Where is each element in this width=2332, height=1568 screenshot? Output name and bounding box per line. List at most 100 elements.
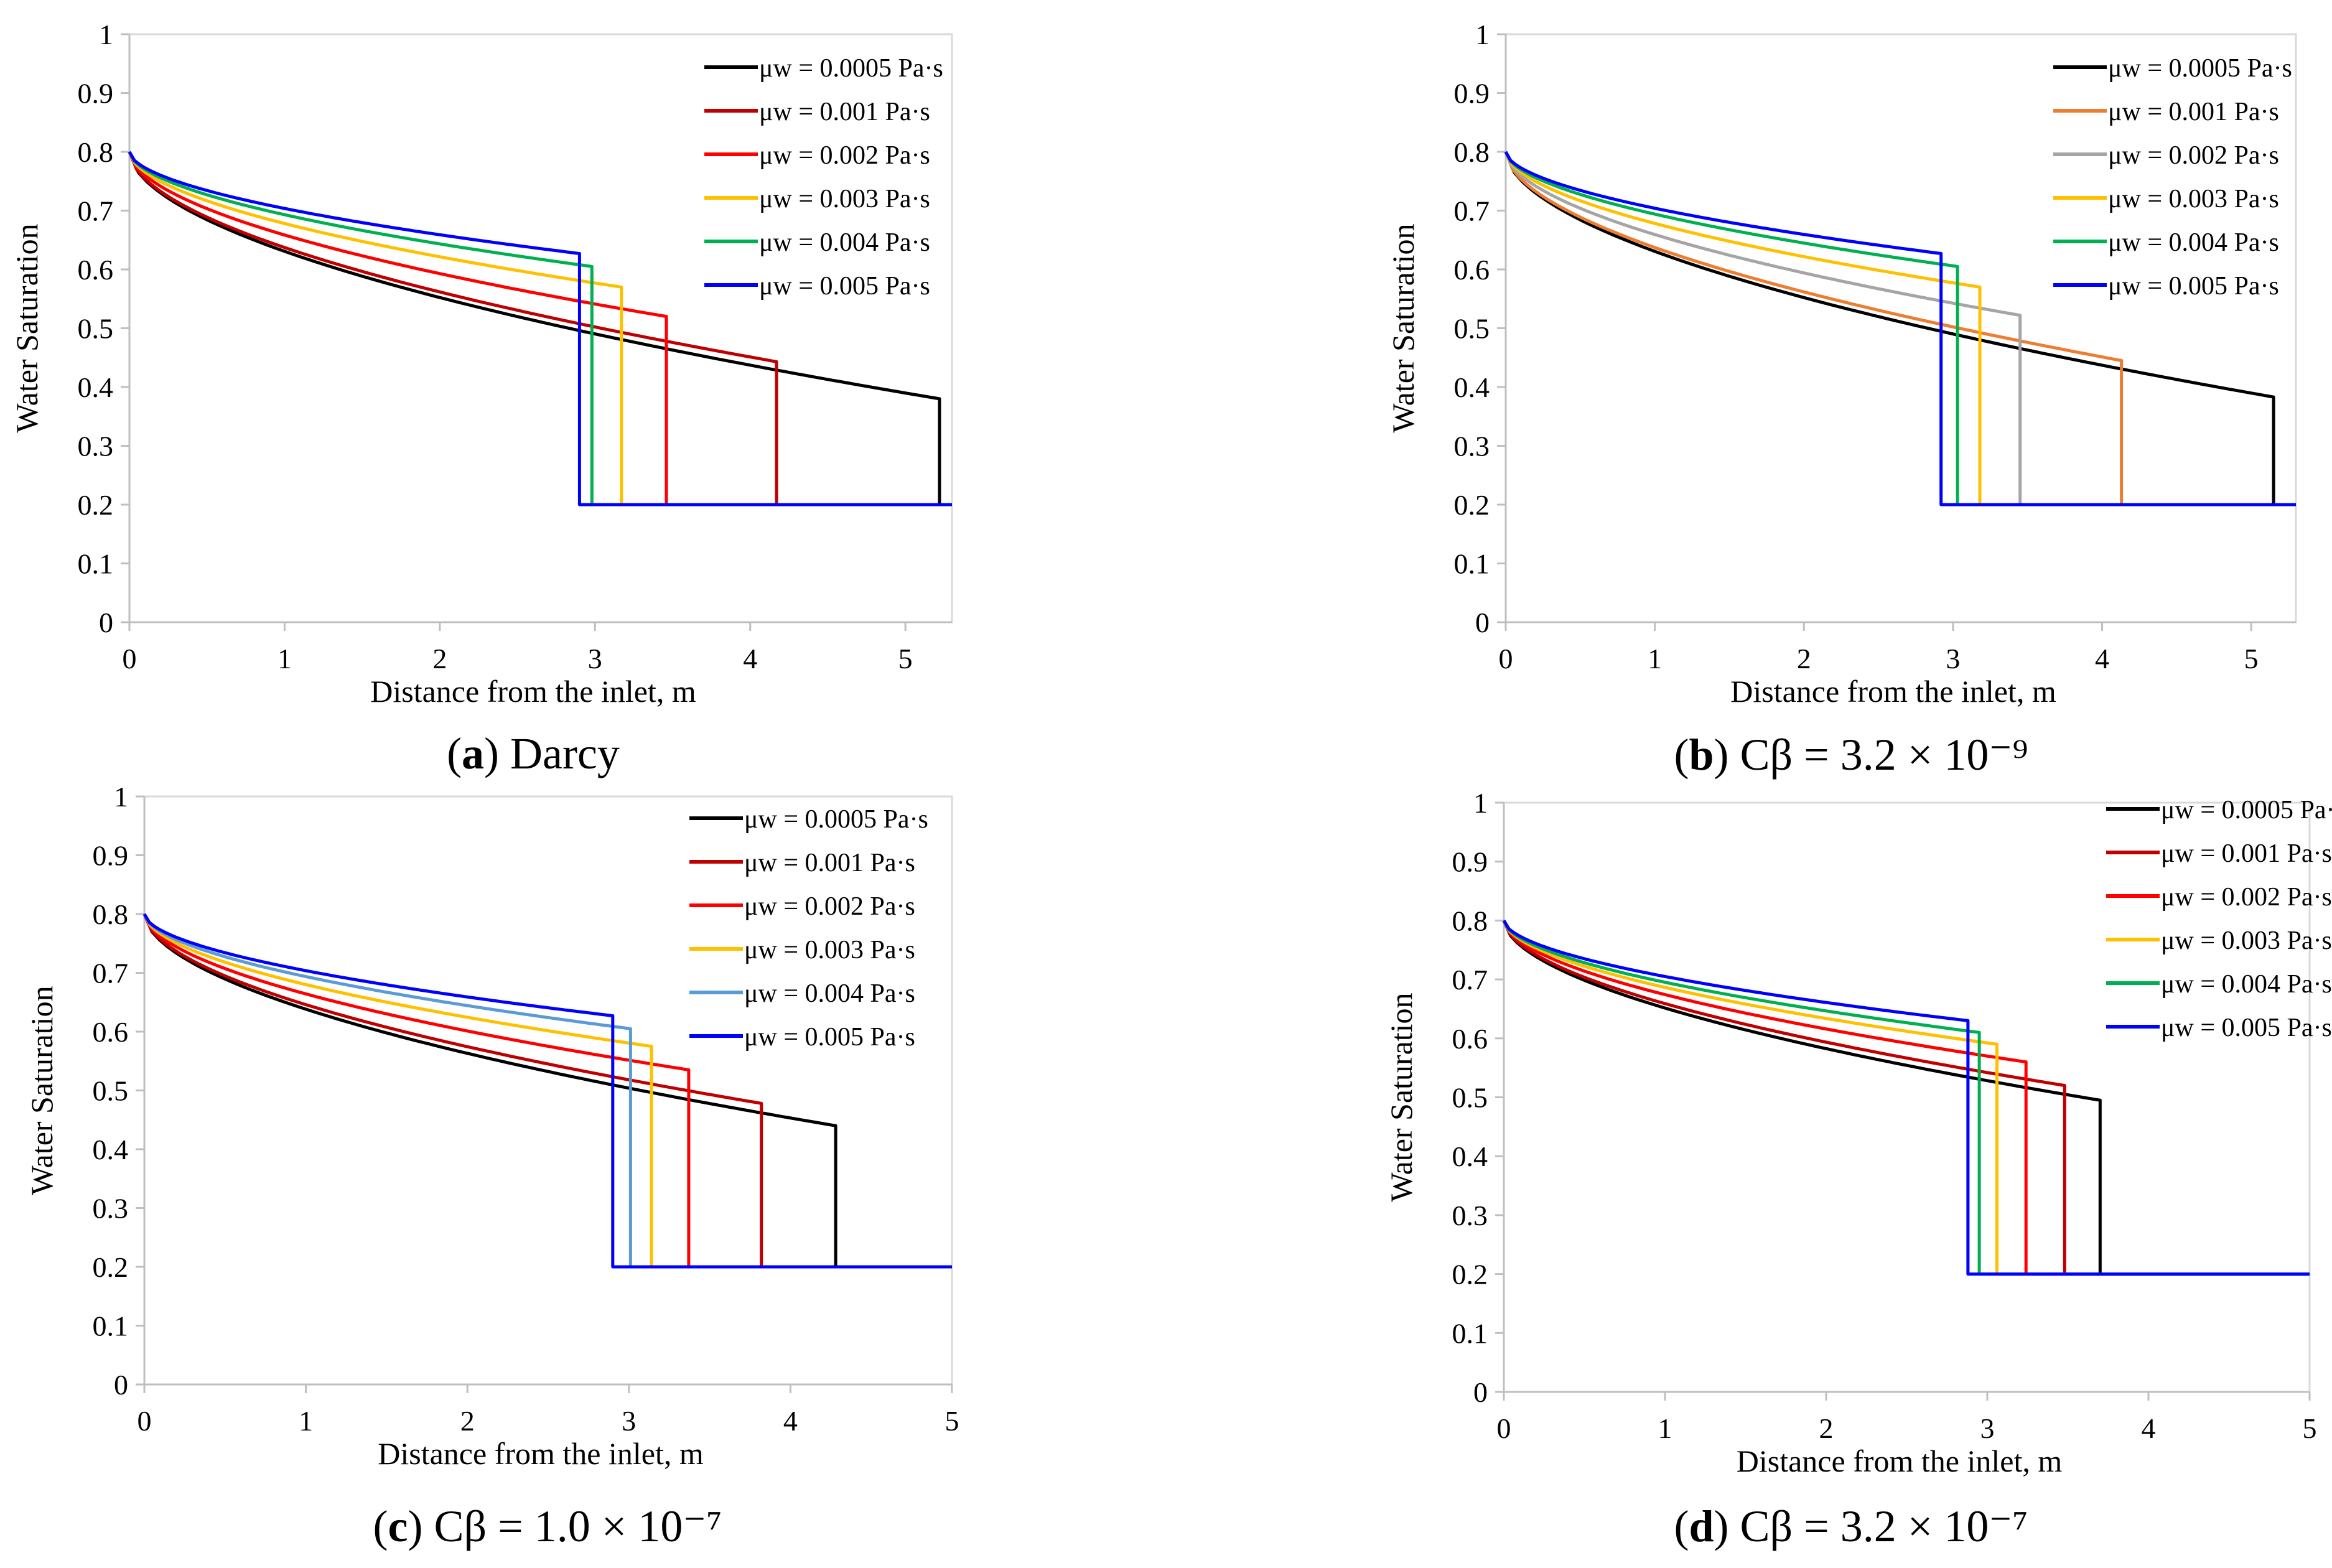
y-tick-label: 0.2 — [78, 489, 114, 521]
y-tick-label: 0.2 — [1454, 489, 1490, 521]
y-tick-label: 0 — [1473, 1376, 1488, 1408]
x-axis-title: Distance from the inlet, m — [370, 674, 696, 709]
x-axis-title: Distance from the inlet, m — [1730, 674, 2056, 709]
caption-b: (b) Cβ = 3.2 × 10⁻⁹ — [1674, 730, 2028, 780]
series-line — [1504, 151, 2296, 506]
caption-c: (c) Cβ = 1.0 × 10⁻⁷ — [373, 1501, 722, 1551]
y-tick-label: 0.5 — [93, 1075, 129, 1107]
x-tick-label: 0 — [1497, 1412, 1511, 1444]
y-tick-label: 0.1 — [1452, 1317, 1488, 1349]
caption-a: (a) Darcy — [447, 729, 620, 778]
y-tick-label: 0.2 — [1452, 1259, 1488, 1290]
x-tick-label: 4 — [2142, 1412, 2156, 1444]
x-tick-label: 2 — [1797, 643, 1811, 674]
y-axis-title: Water Saturation — [1384, 992, 1419, 1202]
x-tick-label: 4 — [743, 643, 757, 674]
y-tick-label: 1 — [1473, 787, 1488, 819]
series-line — [1502, 920, 2310, 1276]
series-line — [1502, 920, 2310, 1276]
series-line — [1502, 920, 2310, 1276]
x-tick-label: 0 — [138, 1405, 152, 1437]
y-tick-label: 0.4 — [78, 371, 114, 403]
x-tick-label: 1 — [1658, 1412, 1672, 1444]
x-tick-label: 3 — [622, 1405, 636, 1437]
x-tick-label: 3 — [1946, 643, 1960, 674]
x-tick-label: 5 — [945, 1405, 959, 1437]
y-tick-label: 0.6 — [78, 254, 114, 286]
y-tick-label: 0.3 — [78, 431, 114, 462]
plot-frame — [143, 795, 953, 1386]
y-tick-label: 0.6 — [93, 1016, 129, 1048]
y-tick-label: 0.9 — [78, 78, 114, 110]
x-tick-label: 1 — [278, 643, 292, 674]
chart-panel-c: 0 0.1 0.2 0.3 0.4 0.5 0.6 0.7 0.8 0.9 1 0 1 2 3 4 5 Dista… — [24, 781, 959, 1471]
legend-label: μw = 0.004 Pa·s — [2161, 970, 2332, 999]
x-tick-label: 1 — [1648, 643, 1662, 674]
chart-panel-b: 0 0.1 0.2 0.3 0.4 0.5 0.6 0.7 0.8 0.9 1 0 1 2 3 4 5 Dista… — [1386, 19, 2297, 709]
series-line — [1504, 151, 2296, 506]
y-tick-label: 0 — [1475, 607, 1490, 638]
y-tick-label: 0.9 — [93, 840, 129, 872]
legend-label: μw = 0.005 Pa·s — [2108, 272, 2279, 301]
y-tick-label: 0.6 — [1454, 254, 1490, 286]
y-axis-title: Water Saturation — [9, 223, 44, 432]
x-tick-label: 1 — [299, 1405, 313, 1437]
legend-label: μw = 0.003 Pa·s — [759, 185, 930, 213]
y-tick-label: 0.2 — [93, 1251, 129, 1283]
x-tick-label: 4 — [2095, 643, 2109, 674]
legend-label: μw = 0.004 Pa·s — [2108, 228, 2279, 257]
x-tick-label: 3 — [1980, 1412, 1995, 1444]
series-line — [142, 913, 952, 1269]
y-axis-title: Water Saturation — [1386, 223, 1420, 432]
y-tick-label: 0.8 — [1454, 136, 1490, 168]
series-line — [1502, 920, 2310, 1276]
y-tick-label: 0.3 — [1452, 1200, 1488, 1231]
legend-label: μw = 0.005 Pa·s — [759, 272, 930, 301]
legend-label: μw = 0.0005 Pa·s — [2108, 54, 2292, 83]
series-line — [142, 913, 952, 1269]
legend-label: μw = 0.001 Pa·s — [2161, 839, 2332, 868]
legend-label: μw = 0.005 Pa·s — [2161, 1014, 2332, 1042]
y-tick-label: 0.9 — [1454, 78, 1490, 110]
y-tick-label: 0.4 — [93, 1134, 129, 1165]
y-tick-label: 0.7 — [1454, 195, 1490, 227]
y-tick-label: 0.3 — [93, 1193, 129, 1225]
x-axis-title: Distance from the inlet, m — [1737, 1444, 2063, 1478]
legend-label: μw = 0.003 Pa·s — [2108, 185, 2279, 213]
y-tick-label: 0.3 — [1454, 431, 1490, 462]
series-line — [1504, 151, 2296, 506]
y-tick-label: 0.9 — [1452, 846, 1488, 878]
legend-label: μw = 0.001 Pa·s — [744, 849, 915, 877]
series-line — [1504, 151, 2296, 506]
series-line — [128, 151, 952, 506]
x-tick-label: 5 — [2303, 1412, 2317, 1444]
legend-label: μw = 0.005 Pa·s — [744, 1023, 915, 1052]
y-tick-label: 1 — [1475, 19, 1490, 50]
series-line — [128, 151, 952, 506]
series-line — [142, 913, 952, 1269]
x-tick-label: 5 — [898, 643, 913, 674]
y-tick-label: 0.7 — [78, 195, 114, 227]
legend-label: μw = 0.003 Pa·s — [2161, 926, 2332, 955]
y-tick-label: 0.8 — [93, 898, 129, 930]
x-tick-label: 4 — [783, 1405, 798, 1437]
x-tick-label: 5 — [2244, 643, 2259, 674]
series-line — [1502, 920, 2310, 1276]
y-tick-label: 0.8 — [78, 136, 114, 168]
legend-label: μw = 0.002 Pa·s — [2108, 141, 2279, 170]
y-tick-label: 0.6 — [1452, 1023, 1488, 1055]
legend-label: μw = 0.002 Pa·s — [744, 892, 915, 921]
series-line — [128, 151, 952, 506]
x-tick-label: 2 — [460, 1405, 475, 1437]
chart-panel-a: 0 0.1 0.2 0.3 0.4 0.5 0.6 0.7 0.8 0.9 1 0 1 2 3 4 5 Dista… — [9, 19, 953, 709]
x-tick-label: 2 — [432, 643, 447, 674]
y-tick-label: 0.4 — [1454, 371, 1490, 403]
x-tick-label: 3 — [588, 643, 602, 674]
y-tick-label: 0.7 — [1452, 964, 1488, 996]
legend-label: μw = 0.001 Pa·s — [2108, 98, 2279, 126]
y-tick-label: 0.1 — [78, 548, 114, 580]
legend-label: μw = 0.0005 Pa·s — [744, 805, 928, 834]
legend-label: μw = 0.004 Pa·s — [744, 979, 915, 1008]
chart-panel-d: 0 0.1 0.2 0.3 0.4 0.5 0.6 0.7 0.8 0.9 1 0 1 2 3 4 5 Dista… — [1384, 787, 2332, 1478]
